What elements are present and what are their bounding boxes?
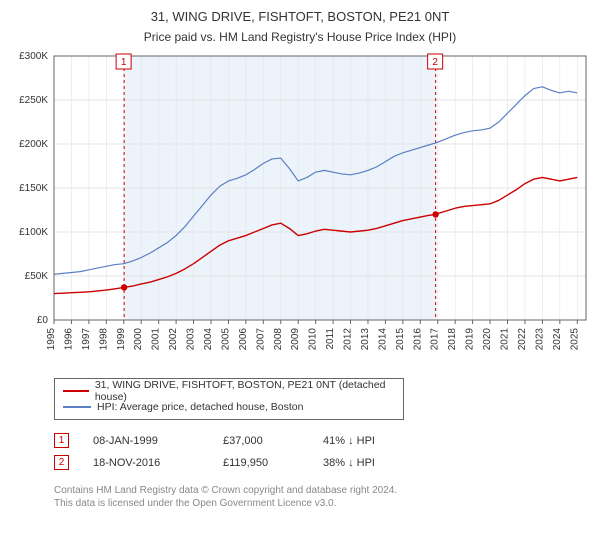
svg-text:2015: 2015 [395,327,406,350]
svg-text:£100K: £100K [19,227,48,238]
transaction-marker: 1 [54,433,69,448]
transaction-marker: 2 [54,455,69,470]
svg-text:2018: 2018 [447,327,458,350]
page-subtitle: Price paid vs. HM Land Registry's House … [10,30,590,44]
legend-swatch [63,390,89,392]
transaction-row: 2 18-NOV-2016£119,95038% ↓ HPI [54,452,590,474]
page-title: 31, WING DRIVE, FISHTOFT, BOSTON, PE21 0… [10,8,590,26]
svg-text:2020: 2020 [482,327,493,350]
svg-text:1995: 1995 [46,327,57,350]
svg-text:2001: 2001 [151,327,162,350]
transaction-pct: 41% ↓ HPI [323,435,443,447]
svg-text:£200K: £200K [19,139,48,150]
svg-text:£300K: £300K [19,51,48,62]
svg-text:2024: 2024 [552,327,563,350]
svg-text:2019: 2019 [465,327,476,350]
transaction-row: 1 08-JAN-1999£37,00041% ↓ HPI [54,430,590,452]
svg-text:2012: 2012 [343,327,354,350]
transaction-date: 18-NOV-2016 [93,457,223,469]
svg-text:2005: 2005 [220,327,231,350]
svg-text:2009: 2009 [290,327,301,350]
svg-text:1996: 1996 [63,327,74,350]
legend-label: HPI: Average price, detached house, Bost… [97,401,303,413]
svg-text:2025: 2025 [569,327,580,350]
svg-text:1999: 1999 [116,327,127,350]
svg-text:2003: 2003 [186,327,197,350]
legend-swatch [63,406,91,408]
footnote-line: This data is licensed under the Open Gov… [54,497,590,511]
svg-text:2010: 2010 [308,327,319,350]
legend-label: 31, WING DRIVE, FISHTOFT, BOSTON, PE21 0… [95,379,395,403]
footnote-line: Contains HM Land Registry data © Crown c… [54,484,590,498]
svg-text:2004: 2004 [203,327,214,350]
svg-text:2000: 2000 [133,327,144,350]
svg-text:2013: 2013 [360,327,371,350]
svg-text:£50K: £50K [25,271,49,282]
svg-text:2: 2 [432,57,438,68]
svg-text:£250K: £250K [19,95,48,106]
legend: 31, WING DRIVE, FISHTOFT, BOSTON, PE21 0… [54,378,404,420]
svg-text:2002: 2002 [168,327,179,350]
svg-text:2016: 2016 [412,327,423,350]
svg-text:2011: 2011 [325,327,336,349]
svg-text:2014: 2014 [377,327,388,350]
transaction-date: 08-JAN-1999 [93,435,223,447]
transaction-price: £119,950 [223,457,323,469]
svg-text:£0: £0 [37,315,49,326]
svg-text:2008: 2008 [273,327,284,350]
chart-container: 31, WING DRIVE, FISHTOFT, BOSTON, PE21 0… [0,0,600,560]
transaction-pct: 38% ↓ HPI [323,457,443,469]
svg-text:2022: 2022 [517,327,528,350]
svg-text:1997: 1997 [81,327,92,350]
svg-text:2007: 2007 [255,327,266,350]
svg-text:1: 1 [121,57,127,68]
svg-text:2017: 2017 [430,327,441,350]
transaction-table: 1 08-JAN-1999£37,00041% ↓ HPI 2 18-NOV-2016… [54,430,590,474]
svg-text:2021: 2021 [500,327,511,350]
svg-text:2023: 2023 [534,327,545,350]
svg-text:1998: 1998 [98,327,109,350]
svg-text:£150K: £150K [19,183,48,194]
transaction-price: £37,000 [223,435,323,447]
svg-text:2006: 2006 [238,327,249,350]
footnote: Contains HM Land Registry data © Crown c… [54,484,590,511]
line-chart: £0 £50K £100K £150K £200K £250K £300K 1995 1996 1… [10,50,590,370]
legend-item: 31, WING DRIVE, FISHTOFT, BOSTON, PE21 0… [63,383,395,399]
